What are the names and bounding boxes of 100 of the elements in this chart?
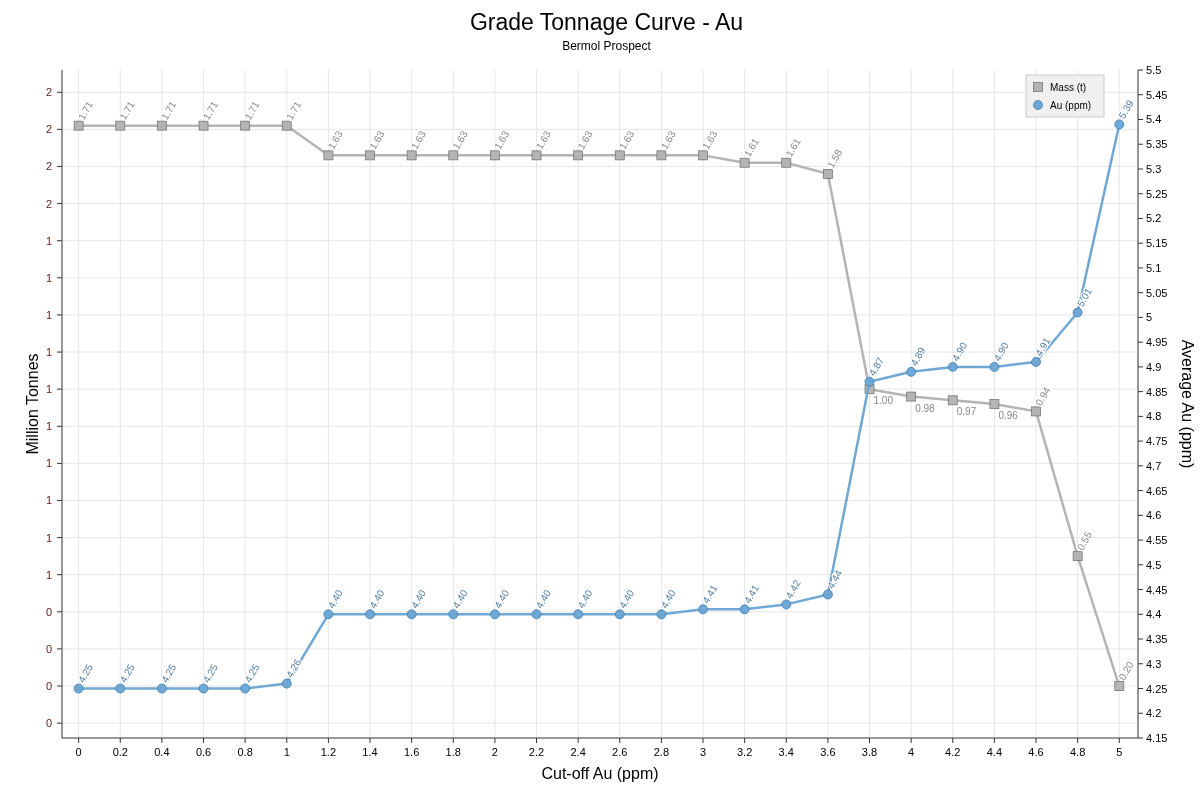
y2-tick-label: 4.7 — [1146, 459, 1162, 472]
point — [739, 604, 750, 615]
chart-title: Grade Tonnage Curve - Au — [469, 9, 744, 35]
y-tick-label: 1 — [45, 531, 52, 544]
y2-tick-label: 4.45 — [1146, 583, 1168, 596]
x-tick-label: 0.4 — [154, 746, 170, 758]
x-tick-label: 3.8 — [861, 746, 878, 758]
point — [573, 150, 584, 161]
y-tick-label: 1 — [45, 457, 52, 470]
x-tick-label: 4.2 — [945, 746, 961, 758]
x-tick-label: 3.4 — [778, 746, 794, 758]
x-tick-label: 2.6 — [612, 746, 628, 758]
y-tick-label: 1 — [45, 383, 52, 396]
y2-tick-label: 5.15 — [1146, 237, 1168, 250]
legend-label: Mass (t) — [1050, 82, 1087, 93]
point — [406, 150, 417, 161]
point — [115, 683, 126, 694]
y-tick-label: 2 — [45, 197, 52, 210]
y2-tick-label: 5.45 — [1146, 88, 1168, 101]
y-tick-label: 1 — [45, 494, 52, 507]
y2-tick-label: 4.75 — [1146, 435, 1168, 448]
y2-tick-label: 4.25 — [1146, 682, 1168, 695]
point — [947, 395, 958, 406]
y2-tick-label: 4.65 — [1146, 484, 1168, 497]
point — [198, 120, 209, 131]
y2-tick-label: 4.2 — [1146, 707, 1162, 720]
point — [448, 150, 459, 161]
y2-tick-label: 5.3 — [1146, 162, 1162, 175]
point — [1114, 681, 1125, 691]
point — [73, 683, 84, 694]
x-axis-title: Cut-off Au (ppm) — [541, 765, 659, 782]
point — [531, 150, 542, 161]
point — [1031, 357, 1041, 367]
x-tick-label: 0.2 — [112, 746, 128, 758]
x-tick-label: 4.6 — [1028, 746, 1044, 758]
x-tick-label: 0 — [75, 746, 82, 758]
point — [406, 609, 417, 620]
y-tick-label: 1 — [45, 420, 52, 433]
point — [906, 391, 917, 402]
point — [365, 150, 375, 161]
y2-tick-label: 5.1 — [1146, 261, 1162, 274]
x-tick-label: 1 — [283, 746, 290, 758]
point — [281, 120, 292, 131]
x-tick-label: 5 — [1116, 746, 1123, 758]
y2-tick-label: 5 — [1146, 311, 1153, 324]
point — [989, 361, 1000, 372]
y2-tick-label: 4.9 — [1146, 360, 1162, 373]
point — [573, 609, 584, 620]
x-tick-label: 3.2 — [737, 746, 753, 758]
point — [240, 683, 251, 694]
point — [281, 678, 292, 689]
y-tick-label: 0 — [45, 680, 52, 693]
legend-label: Au (ppm) — [1050, 100, 1092, 111]
y-tick-label: 1 — [45, 308, 52, 321]
y-tick-label: 1 — [45, 271, 52, 284]
point — [989, 399, 1000, 409]
x-tick-label: 4 — [908, 746, 915, 758]
point — [739, 157, 750, 168]
point — [240, 120, 251, 131]
data-label: 4.41 — [700, 582, 720, 606]
point — [323, 609, 334, 620]
x-tick-label: 2.2 — [528, 746, 545, 758]
y-tick-label: 0 — [45, 605, 52, 618]
point — [365, 609, 375, 620]
y2-tick-label: 4.4 — [1146, 608, 1162, 621]
x-tick-label: 4.8 — [1070, 746, 1086, 758]
y2-tick-label: 4.8 — [1146, 410, 1162, 423]
point — [198, 683, 209, 694]
x-tick-label: 3 — [699, 746, 707, 758]
x-tick-label: 2 — [491, 746, 498, 758]
y-tick-label: 1 — [45, 568, 52, 581]
x-tick-label: 1.2 — [320, 746, 337, 758]
x-tick-label: 2.8 — [653, 746, 670, 758]
point — [864, 376, 875, 387]
x-tick-label: 1.4 — [362, 746, 378, 758]
point — [531, 609, 542, 620]
x-tick-label: 1.8 — [445, 746, 461, 758]
y2-tick-label: 4.95 — [1146, 336, 1168, 349]
point — [698, 604, 708, 615]
data-label: 1.00 — [873, 395, 894, 407]
point — [823, 169, 833, 179]
y-axis-title: Million Tonnes — [24, 353, 41, 455]
point — [157, 120, 167, 131]
y2-tick-label: 5.4 — [1146, 113, 1162, 126]
x-tick-label: 3.6 — [820, 746, 836, 758]
point — [490, 609, 500, 620]
data-label: 0.97 — [956, 406, 977, 418]
x-tick-label: 0.6 — [195, 746, 212, 758]
y2-tick-label: 5.25 — [1146, 187, 1168, 200]
point — [614, 609, 625, 620]
x-tick-label: 2.4 — [570, 746, 586, 758]
point — [823, 589, 833, 600]
x-tick-label: 0.8 — [237, 746, 253, 758]
point — [698, 150, 708, 161]
y2-tick-label: 4.6 — [1146, 509, 1162, 522]
point — [614, 150, 625, 161]
x-tick-label: 4.4 — [986, 746, 1003, 758]
point — [1072, 307, 1083, 318]
y2-tick-label: 5.05 — [1146, 286, 1168, 299]
point — [490, 150, 500, 161]
